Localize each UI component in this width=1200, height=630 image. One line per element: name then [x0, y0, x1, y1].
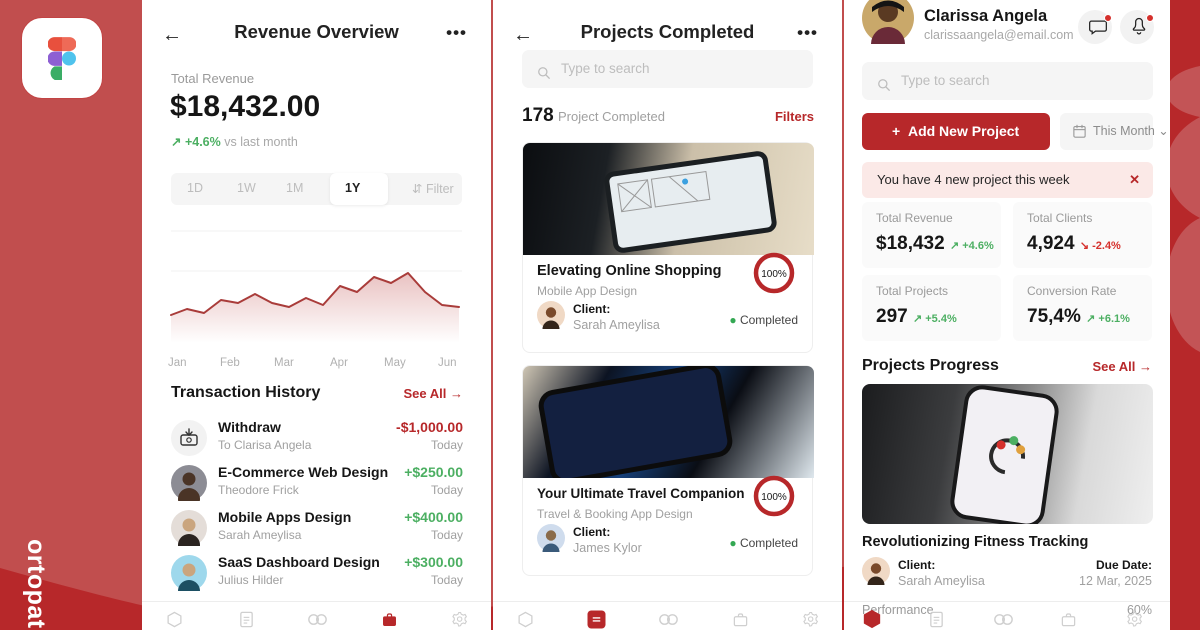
svg-text:100%: 100% [761, 492, 787, 503]
svg-text:100%: 100% [761, 269, 787, 280]
